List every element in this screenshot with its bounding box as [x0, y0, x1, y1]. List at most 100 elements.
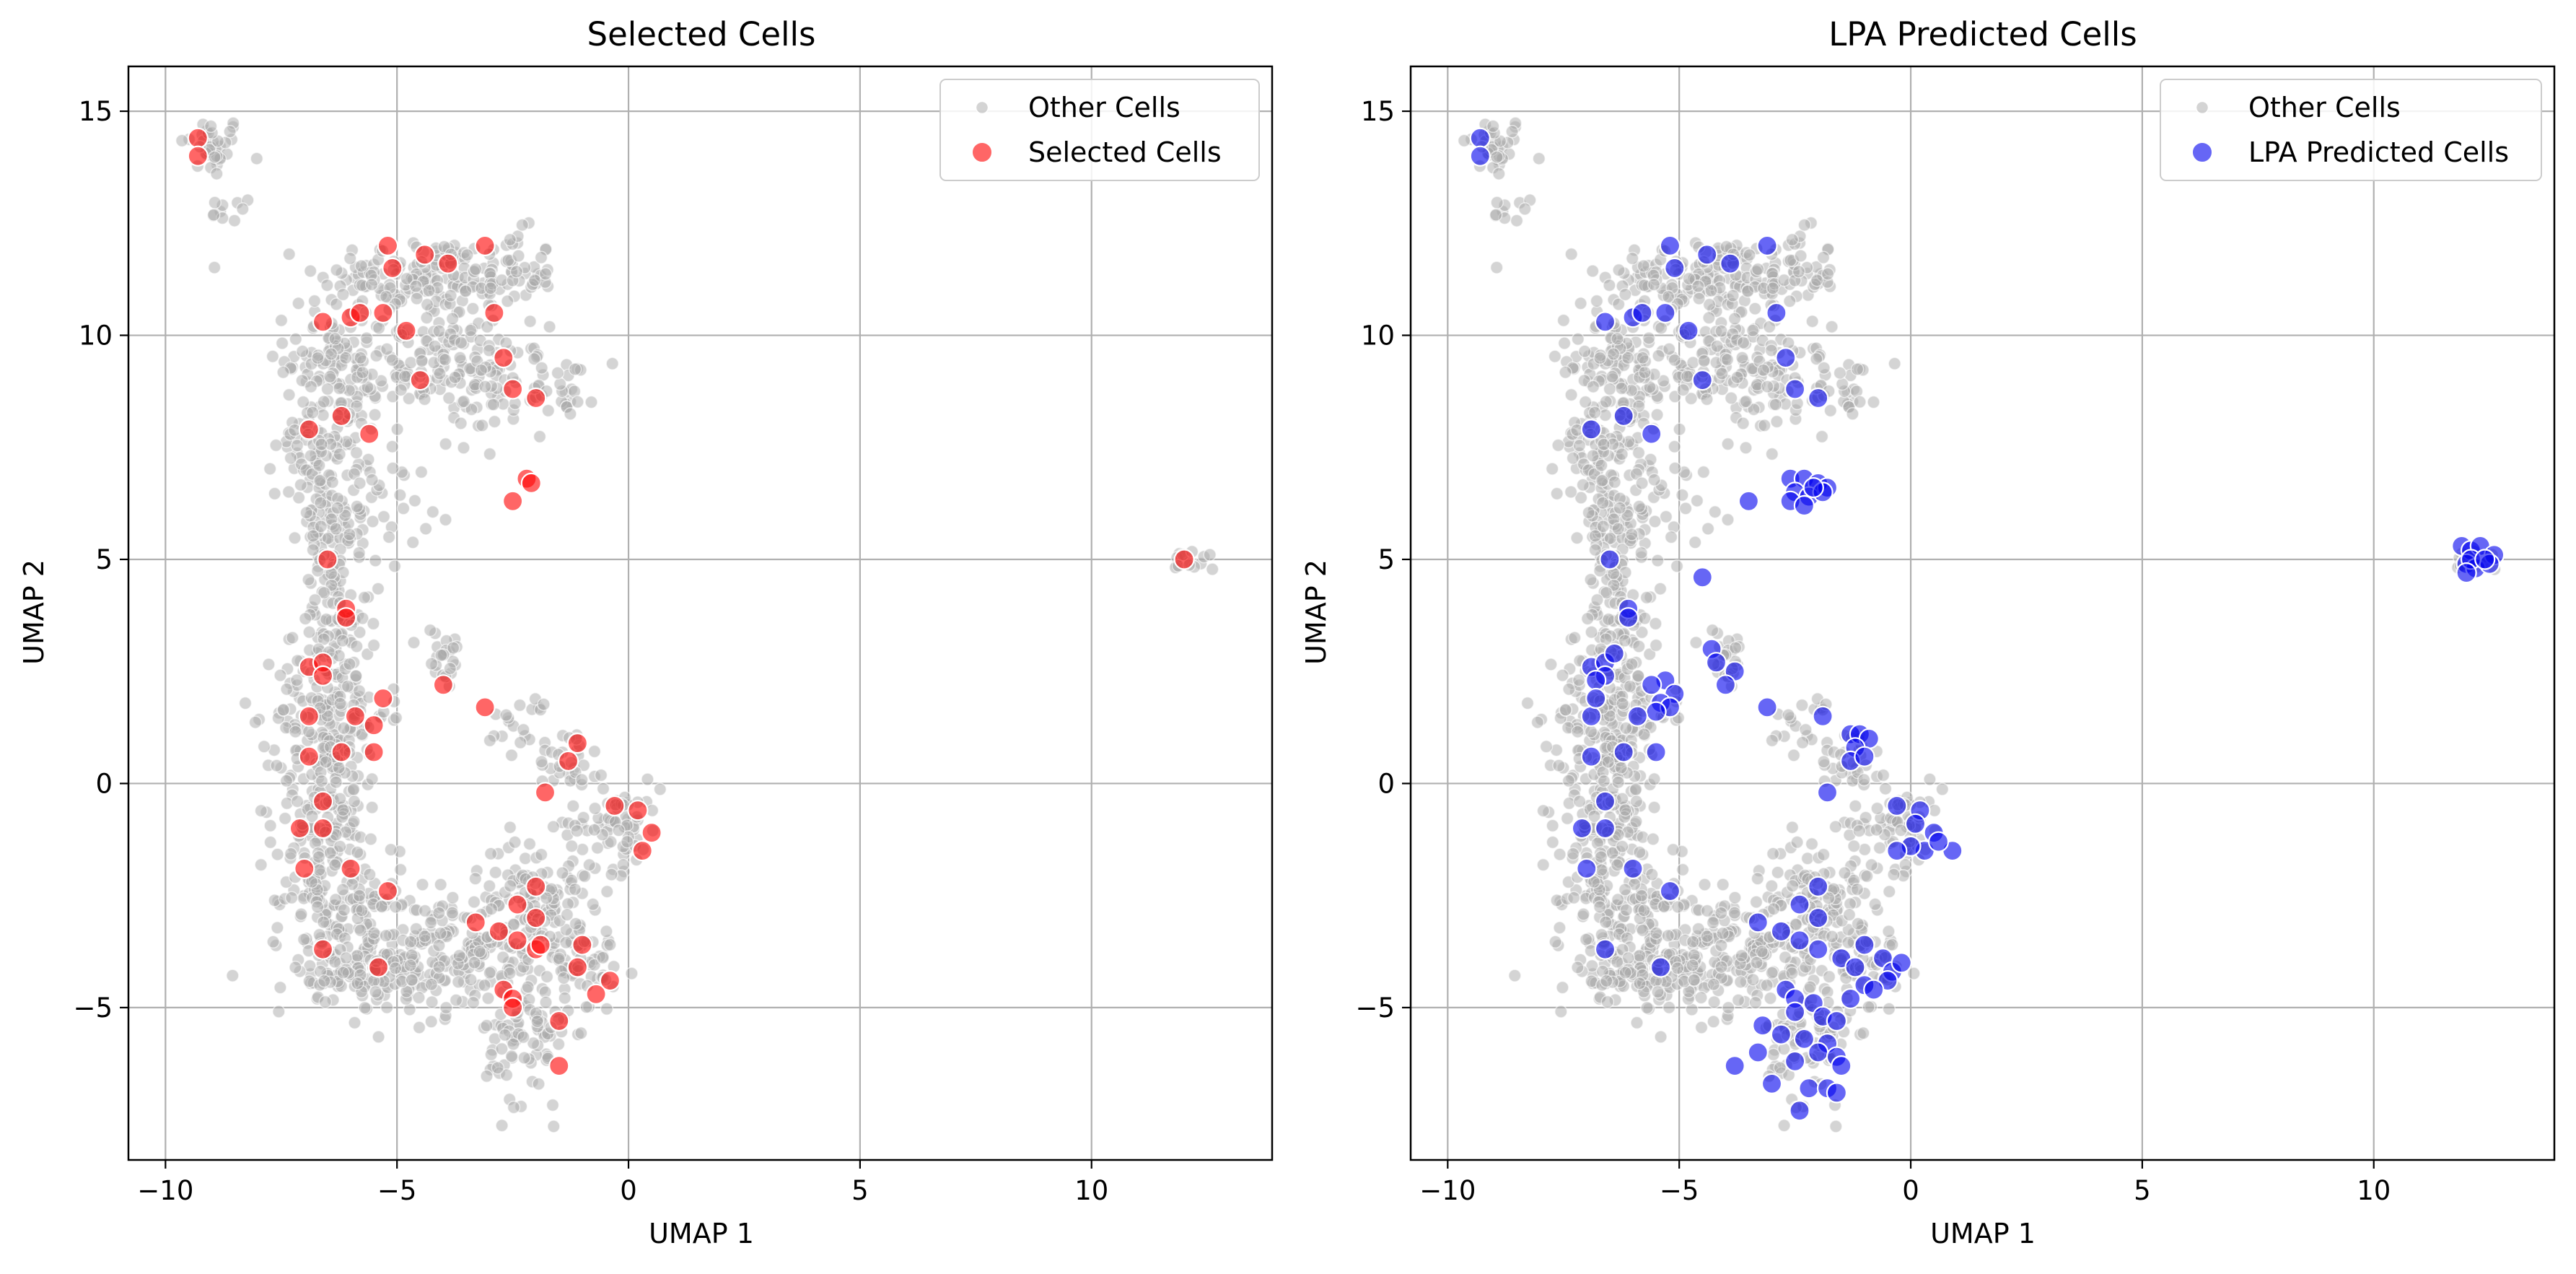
other-cell-point: [346, 782, 361, 796]
highlighted-cell-point: [1576, 858, 1598, 880]
other-cell-point: [588, 801, 602, 816]
other-cell-point: [369, 554, 382, 567]
other-cell-point: [1625, 657, 1639, 671]
other-cell-point: [1817, 361, 1831, 375]
highlighted-cell-point: [1626, 705, 1648, 727]
highlighted-cell-point: [1173, 549, 1195, 570]
highlighted-cell-point: [1766, 302, 1787, 324]
other-cell-point: [1625, 528, 1639, 541]
other-cell-point: [1595, 458, 1608, 472]
other-cell-point: [329, 522, 343, 536]
other-cell-point: [1633, 977, 1647, 990]
other-cell-point: [206, 208, 221, 222]
other-cell-point: [1785, 232, 1800, 247]
other-cell-point: [354, 351, 367, 365]
other-cell-point: [1714, 938, 1728, 953]
other-cell-point: [308, 593, 322, 607]
other-cell-point: [400, 271, 414, 286]
other-cell-point: [496, 950, 510, 964]
other-cell-point: [1615, 447, 1629, 461]
other-cell-point: [1611, 522, 1625, 536]
other-cell-point: [354, 923, 367, 938]
other-cell-point: [226, 969, 240, 982]
other-cell-point: [1586, 380, 1600, 393]
other-cell-point: [1596, 496, 1610, 510]
other-cell-point: [1594, 850, 1608, 864]
other-cell-point: [289, 725, 302, 738]
highlighted-cell-point: [1784, 378, 1806, 400]
other-cell-point: [1853, 395, 1867, 409]
other-cell-point: [305, 809, 319, 824]
other-cell-point: [498, 1028, 512, 1042]
other-cell-point: [1584, 725, 1598, 738]
other-cell-point: [1707, 1015, 1720, 1029]
other-cell-point: [1556, 313, 1571, 328]
other-cell-point: [559, 935, 573, 950]
x-axis-label: UMAP 1: [649, 1218, 754, 1249]
other-cell-point: [385, 440, 399, 454]
other-cell-point: [483, 847, 498, 861]
other-cell-point: [1750, 956, 1764, 969]
other-cell-point: [374, 899, 389, 913]
other-cell-point: [284, 451, 298, 465]
other-cell-point: [358, 1000, 372, 1015]
other-cell-point: [1790, 835, 1804, 850]
other-cell-point: [488, 414, 501, 429]
other-cell-point: [1650, 926, 1663, 940]
other-cell-point: [414, 465, 429, 479]
other-cell-point: [571, 395, 584, 409]
other-cell-point: [1489, 261, 1504, 274]
other-cell-point: [1686, 935, 1700, 948]
other-cell-point: [515, 218, 530, 232]
other-cell-point: [333, 697, 347, 711]
other-cell-point: [314, 520, 328, 533]
other-cell-point: [503, 879, 517, 893]
other-cell-point: [1636, 351, 1650, 365]
other-cell-point: [423, 623, 437, 637]
other-cell-point: [1686, 356, 1700, 370]
other-cell-point: [418, 929, 431, 943]
other-cell-point: [1782, 336, 1795, 350]
other-cell-point: [1823, 403, 1838, 418]
highlighted-cell-point: [1854, 934, 1875, 956]
other-cell-point: [501, 294, 514, 308]
other-cell-point: [336, 883, 350, 896]
other-cell-point: [377, 510, 391, 524]
highlighted-cell-point: [1696, 244, 1718, 266]
other-cell-point: [499, 708, 513, 722]
other-cell-point: [227, 214, 242, 227]
highlighted-cell-point: [557, 750, 579, 772]
other-cell-point: [1842, 908, 1857, 922]
other-cell-point: [372, 1030, 385, 1044]
other-cell-point: [1632, 499, 1646, 513]
other-cell-point: [468, 872, 483, 886]
other-cell-point: [289, 332, 303, 346]
other-cell-point: [333, 381, 346, 396]
highlighted-cell-point: [363, 715, 385, 736]
other-cell-point: [483, 447, 497, 461]
other-cell-point: [1546, 835, 1560, 850]
other-cell-point: [434, 878, 447, 891]
other-cell-point: [517, 723, 530, 737]
other-cell-point: [590, 841, 605, 855]
highlighted-cell-point: [336, 607, 357, 629]
highlighted-cell-point: [432, 674, 455, 696]
other-cell-point: [530, 1014, 544, 1029]
other-cell-point: [305, 406, 320, 419]
other-cell-point: [443, 661, 457, 676]
other-cell-point: [428, 339, 442, 353]
highlighted-cell-point: [1719, 253, 1741, 274]
other-cell-point: [1585, 625, 1598, 640]
other-cell-point: [439, 437, 452, 451]
other-cell-point: [1616, 792, 1629, 806]
other-cell-point: [1715, 367, 1729, 380]
other-cell-point: [1735, 948, 1748, 963]
other-cell-point: [1605, 370, 1619, 384]
other-cell-point: [1887, 868, 1901, 881]
other-cell-point: [1733, 975, 1748, 989]
other-cell-point: [574, 1026, 588, 1040]
highlighted-cell-point: [1622, 858, 1644, 880]
other-cell-point: [295, 344, 310, 359]
other-cell-point: [1650, 408, 1664, 422]
other-cell-point: [1486, 119, 1500, 134]
